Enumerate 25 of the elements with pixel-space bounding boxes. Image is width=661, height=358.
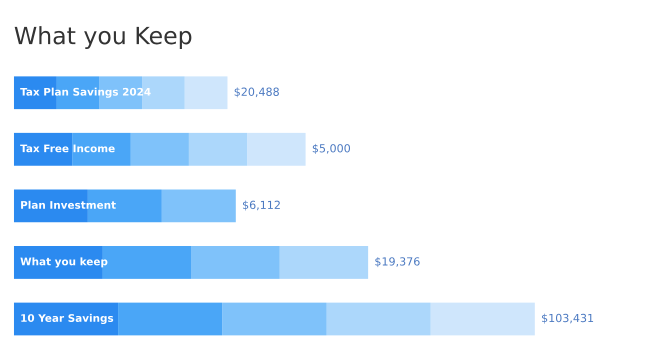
y-tick-label: Tax Plan Savings 2024 [20,88,151,98]
bar [191,246,280,279]
y-tick-label: Plan Investment [21,200,116,209]
text: $19,376 [375,257,420,268]
bar [184,76,228,110]
bar [130,132,189,166]
bar [14,132,72,166]
bar [280,246,368,279]
bar [247,132,306,166]
text: $5,000 [312,144,350,154]
y-tick-label: What you keep [20,257,108,268]
text: $103,431 [542,314,594,324]
bar [118,302,222,336]
bar [188,132,248,166]
text: $20,488 [234,87,279,98]
chart-title: What you Keep [14,26,192,50]
bar [326,302,431,336]
y-tick-label: Tax Free Income [20,144,115,152]
bar [430,302,535,336]
text: $6,112 [242,200,280,211]
bar [162,189,236,222]
bar [222,302,326,336]
y-tick-label: 10 Year Savings [21,314,114,324]
bar [72,132,131,166]
bar [14,302,118,336]
